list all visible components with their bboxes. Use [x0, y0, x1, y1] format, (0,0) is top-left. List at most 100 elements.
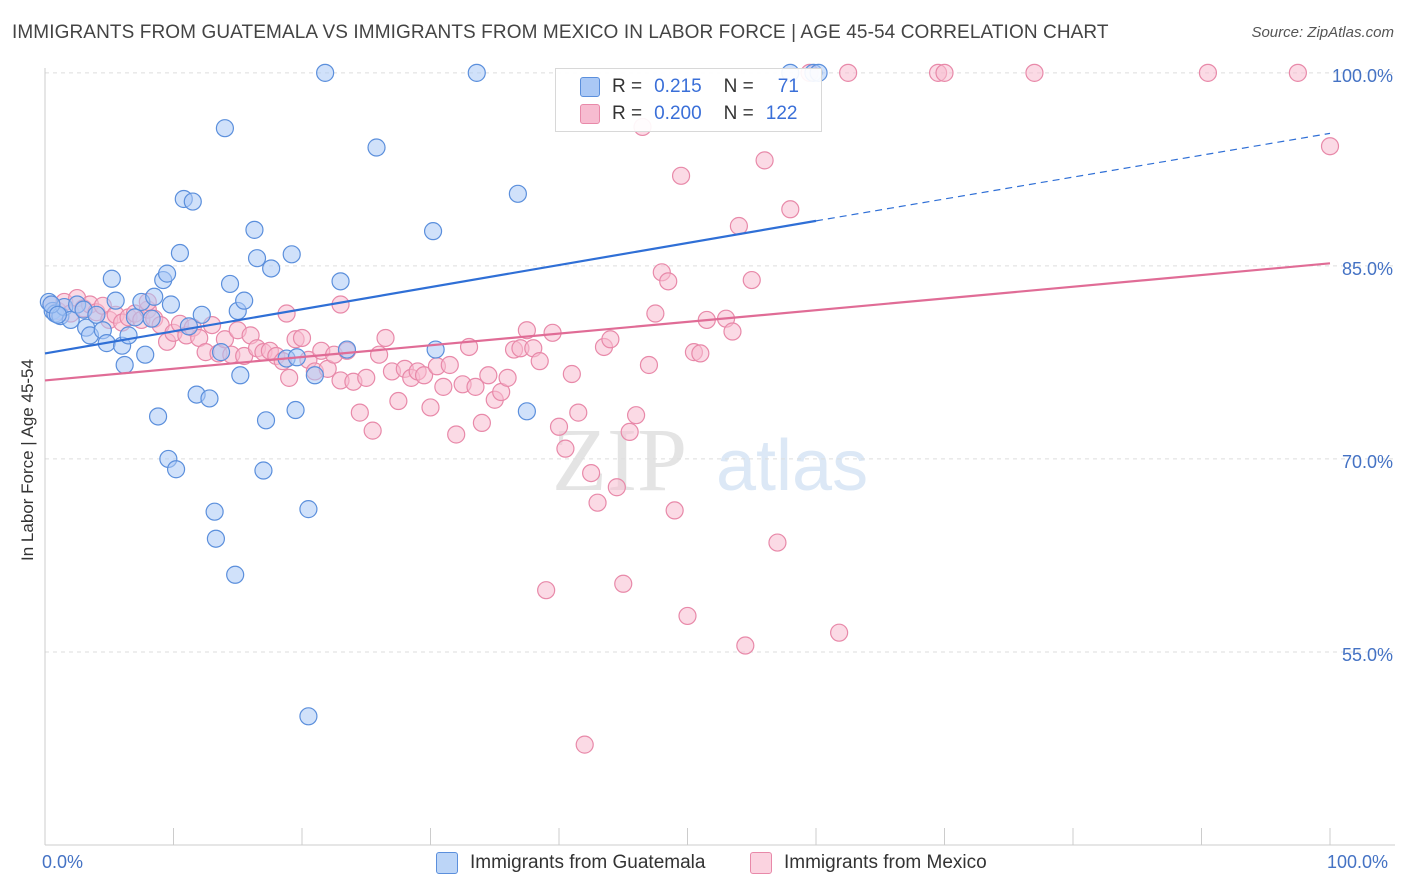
guatemala-point — [142, 309, 161, 328]
mexico-point — [729, 216, 749, 236]
guatemala-point — [299, 707, 318, 726]
guatemala-point — [235, 291, 254, 310]
guatemala-point — [220, 274, 240, 294]
mexico-point — [357, 368, 376, 387]
mexico-point — [691, 344, 710, 363]
legend-row-mexico: R = 0.200 N = 122 — [580, 102, 797, 126]
mexico-point — [517, 321, 536, 340]
mexico-point — [839, 63, 858, 82]
guatemala-point — [254, 461, 273, 480]
x-tick-label-min: 0.0% — [42, 852, 84, 872]
guatemala-point — [166, 460, 186, 479]
mexico-point — [935, 63, 954, 82]
series-legend-mexico: Immigrants from Mexico — [750, 852, 987, 874]
y-tick-label: 85.0% — [1342, 259, 1393, 279]
mexico-point — [414, 366, 434, 385]
mexico-point — [389, 391, 408, 411]
guatemala-point — [115, 355, 134, 375]
legend-n-label: N = — [723, 76, 754, 97]
series-legend-guatemala: Immigrants from Guatemala — [436, 852, 705, 874]
guatemala-point — [245, 220, 264, 239]
mexico-point — [607, 478, 626, 497]
legend-r-label: R = — [612, 103, 643, 124]
guatemala-point — [102, 269, 121, 288]
guatemala-point — [205, 502, 224, 521]
mexico-point — [472, 413, 491, 433]
guatemala-point — [247, 249, 267, 268]
source-credit: Source: ZipAtlas.com — [1251, 24, 1394, 41]
mexico-point — [781, 200, 800, 219]
guatemala-point — [200, 389, 219, 408]
guatemala-point — [183, 192, 202, 211]
guatemala-point — [299, 500, 318, 519]
mexico-point — [665, 501, 684, 520]
mexico-point — [350, 403, 369, 422]
mexico-point — [768, 533, 787, 552]
guatemala-point — [286, 400, 305, 420]
series-label-guatemala: Immigrants from Guatemala — [470, 852, 706, 873]
mexico-point — [376, 328, 395, 348]
mexico-point — [363, 421, 382, 440]
mexico-point — [742, 270, 761, 290]
guatemala-point — [106, 291, 125, 310]
mexico-point — [736, 636, 755, 655]
axes — [44, 68, 1395, 846]
guatemala-point — [206, 529, 226, 548]
legend-n-value: 71 — [777, 76, 799, 97]
guatemala-point — [367, 138, 386, 157]
guatemala-points — [39, 63, 828, 726]
y-tick-label: 70.0% — [1342, 452, 1393, 472]
guatemala-point — [136, 345, 155, 364]
guatemala-point — [211, 343, 231, 362]
guatemala-point — [331, 272, 350, 291]
series-swatch-guatemala — [436, 852, 458, 874]
series-legend: Immigrants from Guatemala Immigrants fro… — [0, 852, 1406, 876]
mexico-point — [588, 493, 607, 512]
mexico-point — [498, 368, 517, 387]
legend-r-value: 0.200 — [654, 103, 702, 124]
y-tick-label: 100.0% — [1332, 66, 1393, 86]
mexico-point — [537, 581, 556, 600]
mexico-point — [466, 377, 485, 396]
guatemala-point — [231, 366, 250, 385]
y-tick-labels: 55.0% 70.0% 85.0% 100.0% — [1332, 66, 1393, 665]
guatemala-point — [282, 245, 301, 264]
y-axis-label: In Labor Force | Age 45-54 — [18, 359, 37, 561]
guatemala-point — [215, 119, 234, 138]
legend-row-guatemala: R = 0.215 N = 71 — [580, 75, 799, 99]
mexico-point — [575, 735, 594, 754]
mexico-point — [614, 574, 633, 593]
guatemala-trend-line — [44, 219, 817, 355]
guatemala-point — [256, 411, 276, 430]
legend-r-value: 0.215 — [654, 76, 702, 97]
guatemala-point — [145, 287, 164, 306]
guatemala-point — [226, 565, 245, 584]
series-swatch-mexico — [750, 852, 772, 874]
mexico-point — [620, 422, 639, 442]
guatemala-point — [161, 295, 181, 314]
mexico-point — [678, 606, 697, 626]
guatemala-point — [423, 222, 443, 241]
guatemala-point — [316, 63, 335, 82]
guatemala-point — [508, 184, 527, 203]
mexico-point — [440, 355, 459, 375]
legend-swatch-guatemala — [580, 77, 600, 97]
mexico-point — [646, 304, 665, 323]
mexico-point — [755, 151, 774, 170]
mexico-point — [582, 463, 601, 483]
mexico-point — [292, 328, 312, 348]
mexico-point — [549, 417, 569, 436]
y-tick-label: 55.0% — [1342, 645, 1393, 665]
mexico-trend-line — [44, 262, 1331, 382]
mexico-point — [556, 439, 575, 458]
guatemala-point — [262, 259, 281, 278]
guatemala-point — [148, 407, 168, 426]
guatemala-point — [157, 264, 177, 283]
legend-swatch-mexico — [580, 104, 600, 124]
trend-lines — [44, 132, 1331, 382]
guatemala-point — [119, 326, 138, 345]
mexico-point — [639, 355, 659, 375]
guatemala-point — [305, 366, 324, 385]
mexico-point — [562, 364, 581, 384]
